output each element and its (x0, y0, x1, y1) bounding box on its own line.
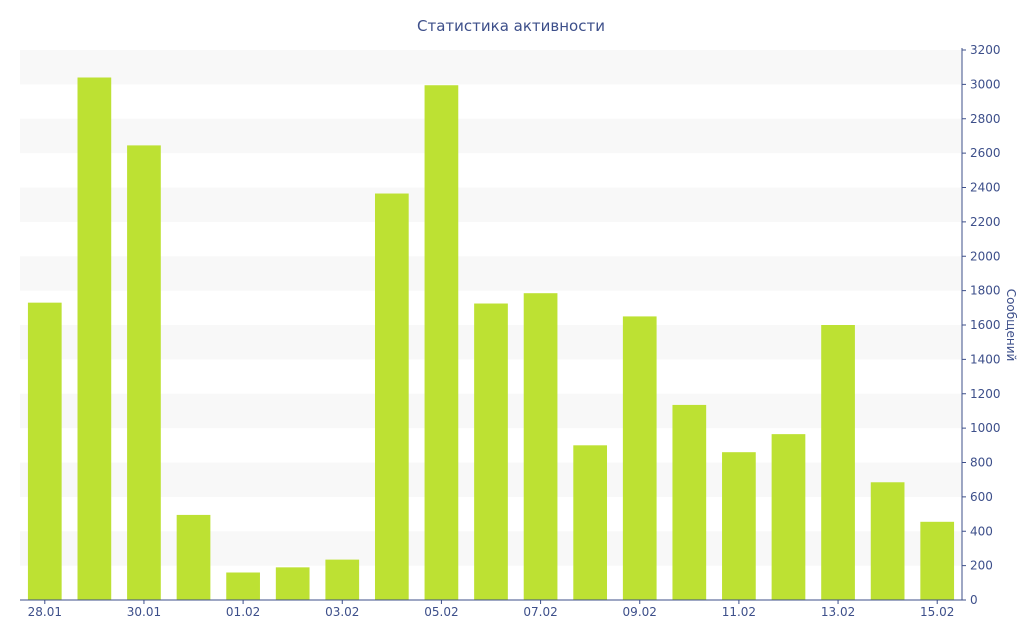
y-tick-label: 2800 (970, 112, 1001, 126)
bar-08.02[interactable] (573, 445, 608, 600)
y-tick-label: 0 (970, 593, 978, 607)
y-tick-label: 2600 (970, 146, 1001, 160)
y-tick-label: 400 (970, 524, 993, 538)
bar-30.01[interactable] (127, 145, 161, 600)
y-tick-label: 2000 (970, 249, 1001, 263)
x-tick-label: 13.02 (821, 605, 855, 619)
bar-09.02[interactable] (622, 316, 657, 600)
y-tick-label: 3000 (970, 77, 1001, 91)
bar-10.02[interactable] (672, 404, 707, 600)
y-tick-label: 600 (970, 490, 993, 504)
chart-title: Статистика активности (417, 17, 605, 35)
bar-14.02[interactable] (870, 482, 905, 600)
bar-31.01[interactable] (176, 514, 211, 600)
x-ticks: 28.01 30.01 01.02 03.02 05.02 07.02 09.02 11.02… (28, 600, 954, 619)
y-tick-label: 1800 (970, 284, 1001, 298)
y-ticks: 0 200 400 600 800 1000 1200 1400 1600 1800 2000 220… (962, 43, 1001, 607)
bar-01.02[interactable] (226, 572, 260, 601)
bar-29.01[interactable] (77, 77, 112, 601)
y-tick-label: 800 (970, 456, 993, 470)
bar-13.02[interactable] (821, 325, 855, 600)
y-tick-label: 3200 (970, 43, 1001, 57)
bars (27, 77, 955, 601)
grid-band (20, 256, 962, 291)
y-tick-label: 1400 (970, 352, 1001, 366)
x-tick-label: 01.02 (226, 605, 260, 619)
y-tick-label: 2200 (970, 215, 1001, 229)
bar-28.01[interactable] (27, 302, 62, 600)
x-tick-label: 15.02 (920, 605, 954, 619)
bar-06.02[interactable] (474, 303, 508, 600)
x-tick-label: 05.02 (424, 605, 458, 619)
axes (20, 48, 963, 601)
x-tick-label: 09.02 (623, 605, 657, 619)
grid-band (20, 50, 962, 85)
y-tick-label: 1200 (970, 387, 1001, 401)
y-axis-label: Сообщений (1004, 289, 1018, 362)
y-tick-label: 2400 (970, 181, 1001, 195)
bar-11.02[interactable] (722, 452, 756, 600)
x-tick-label: 03.02 (325, 605, 359, 619)
x-tick-label: 30.01 (127, 605, 161, 619)
y-tick-label: 1000 (970, 421, 1001, 435)
bar-05.02[interactable] (424, 85, 459, 601)
y-tick-label: 1600 (970, 318, 1001, 332)
x-tick-label: 11.02 (722, 605, 756, 619)
x-tick-label: 28.01 (28, 605, 62, 619)
bar-07.02[interactable] (523, 293, 558, 600)
grid-band (20, 118, 962, 154)
bar-02.02[interactable] (275, 567, 310, 600)
grid-band (20, 187, 962, 222)
bar-15.02[interactable] (920, 521, 955, 600)
bar-12.02[interactable] (771, 434, 806, 600)
y-tick-label: 200 (970, 559, 993, 573)
bar-04.02[interactable] (374, 193, 409, 600)
bar-03.02[interactable] (325, 559, 360, 600)
x-tick-label: 07.02 (523, 605, 557, 619)
